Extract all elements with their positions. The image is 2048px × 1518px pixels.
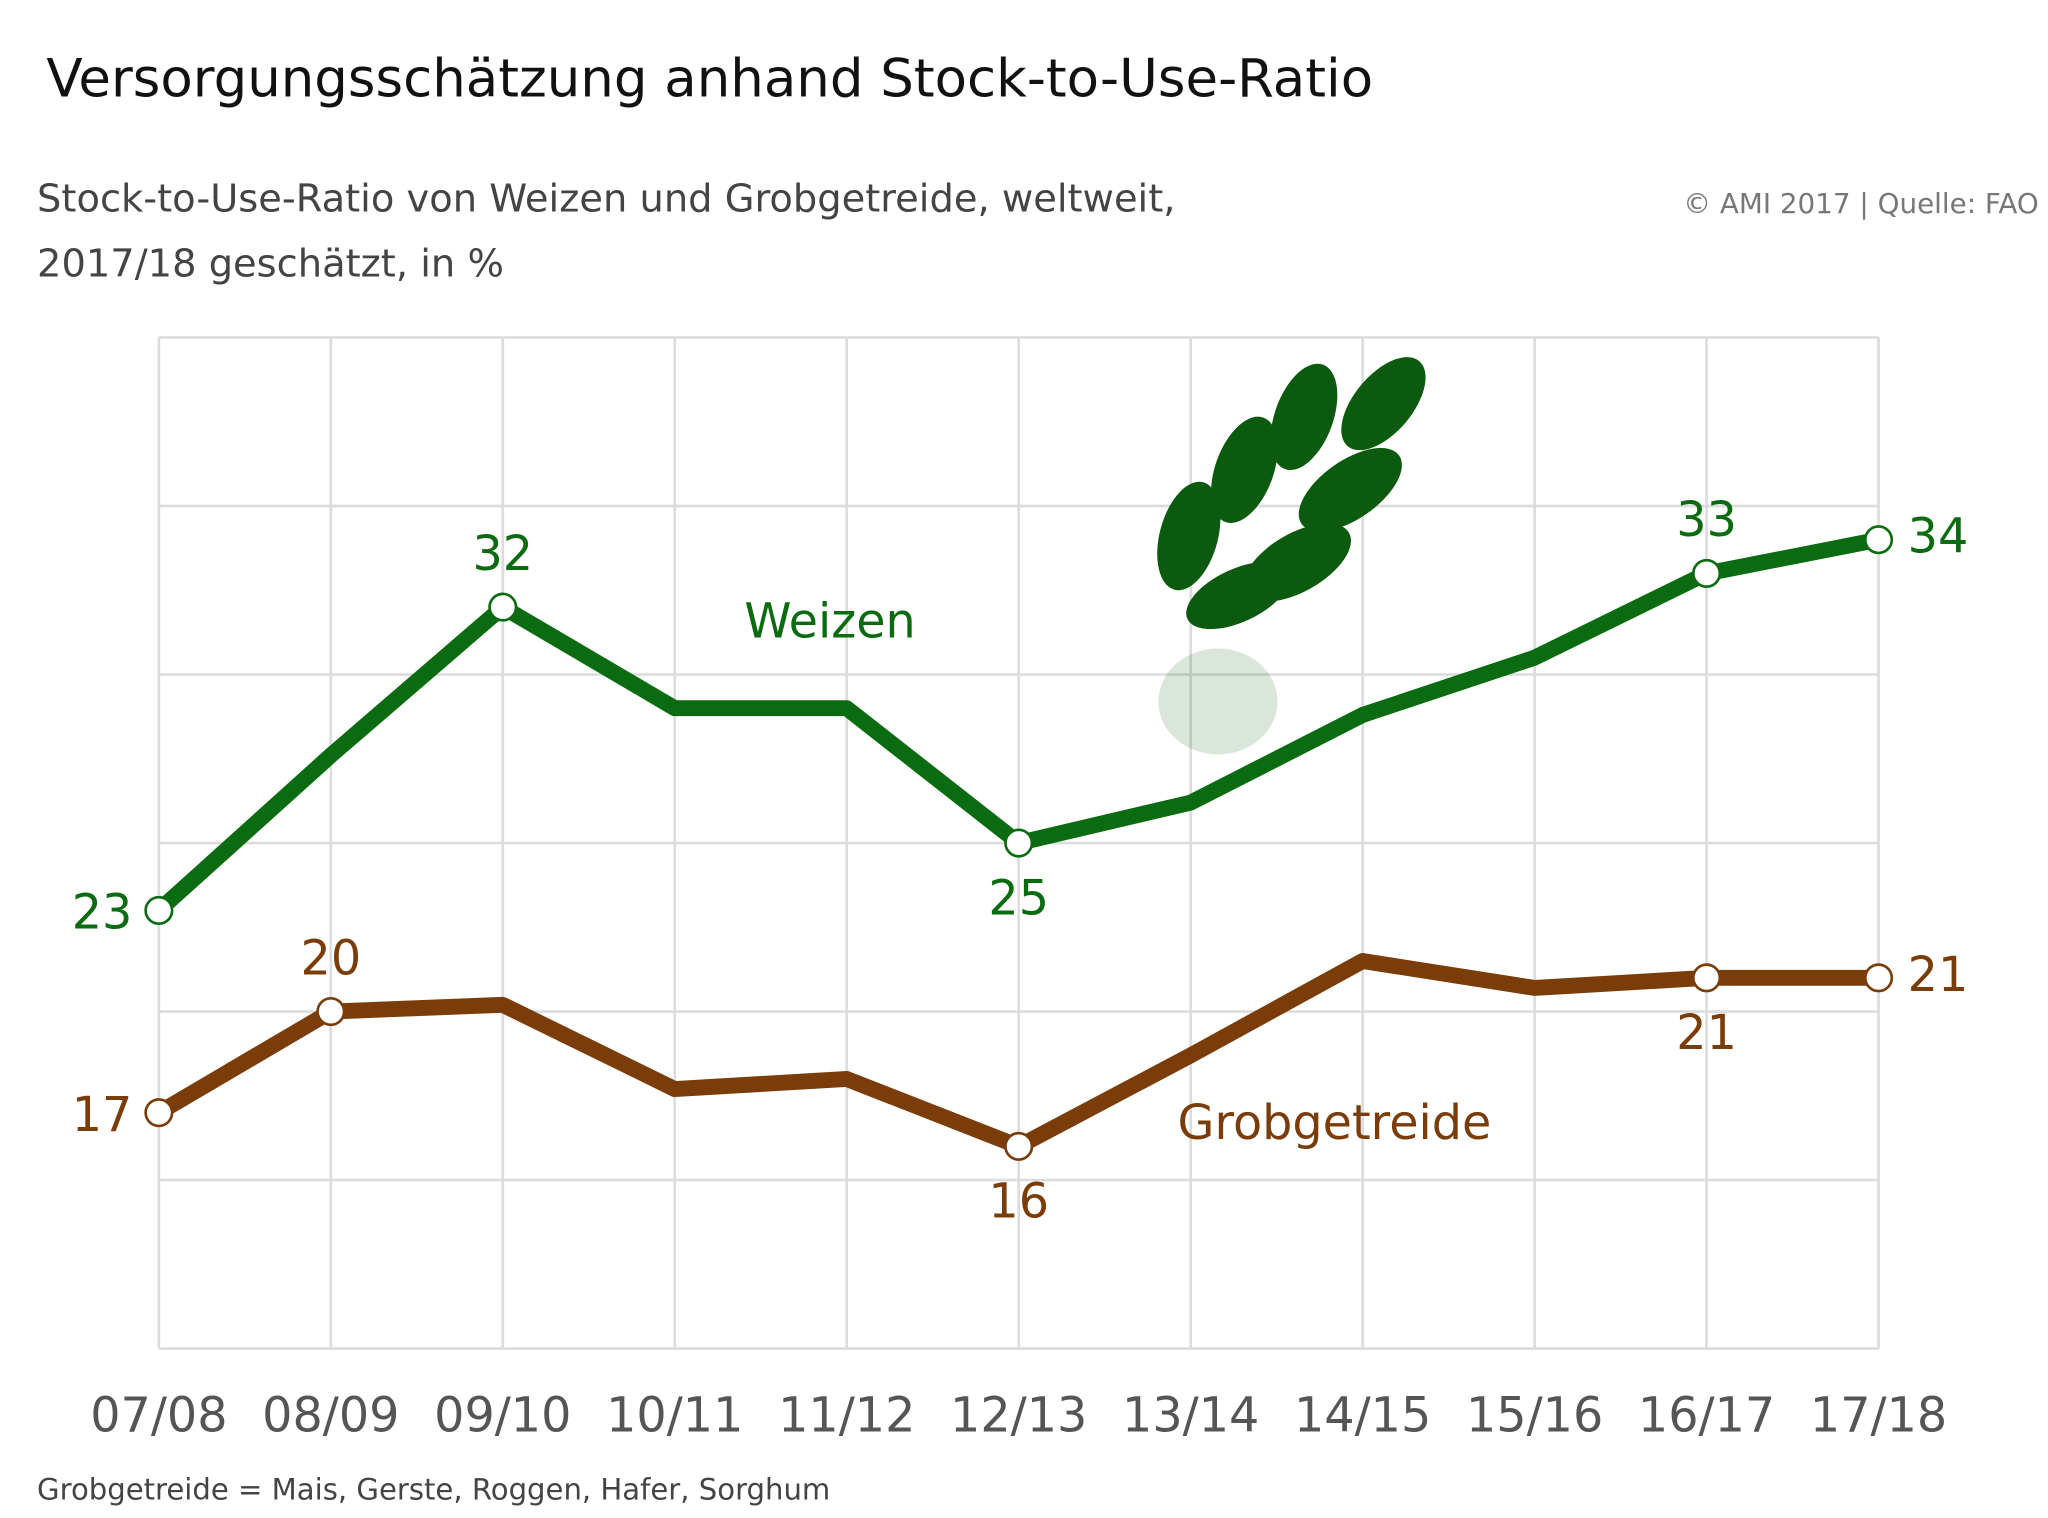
x-tick-label: 13/14 — [1122, 1389, 1259, 1444]
data-label: 20 — [301, 931, 362, 986]
footnote: Grobgetreide = Mais, Gerste, Roggen, Haf… — [37, 1473, 830, 1507]
data-label: 34 — [1908, 510, 1969, 565]
data-point — [1004, 828, 1034, 858]
x-tick-label: 12/13 — [950, 1389, 1087, 1444]
data-label: 21 — [1676, 1006, 1737, 1061]
data-point — [144, 1098, 174, 1128]
data-point — [1863, 525, 1894, 555]
data-label: 17 — [72, 1088, 133, 1143]
chart-subtitle: Stock-to-Use-Ratio von Weizen und Grobge… — [37, 177, 1175, 222]
x-tick-label: 16/17 — [1638, 1389, 1775, 1444]
x-tick-label: 08/09 — [262, 1389, 399, 1444]
series-name: Weizen — [744, 595, 915, 650]
series-name: Grobgetreide — [1178, 1096, 1492, 1151]
data-label: 21 — [1908, 948, 1969, 1003]
data-label: 25 — [988, 871, 1049, 926]
x-tick-label: 14/15 — [1294, 1389, 1431, 1444]
data-label: 32 — [472, 527, 533, 582]
data-point — [144, 895, 174, 926]
data-label: 16 — [988, 1175, 1049, 1230]
wheat-icon — [1157, 357, 1426, 755]
x-tick-label: 09/10 — [434, 1389, 571, 1444]
x-tick-label: 17/18 — [1810, 1389, 1947, 1444]
data-point — [1692, 963, 1722, 993]
data-point — [488, 592, 518, 622]
x-tick-label: 10/11 — [606, 1389, 743, 1444]
data-point — [316, 997, 346, 1027]
data-point — [1004, 1131, 1034, 1161]
chart-subtitle: 2017/18 geschätzt, in % — [37, 242, 504, 287]
source: © AMI 2017 | Quelle: FAO — [1683, 187, 2038, 220]
data-point — [1692, 558, 1722, 588]
x-tick-label: 15/16 — [1466, 1389, 1603, 1444]
plot: 07/08 08/09 09/10 10/11 11/12 12/13 13/14 14/15… — [72, 493, 1969, 1444]
data-label: 23 — [72, 886, 133, 941]
chart-title: Versorgungsschätzung anhand Stock-to-Use… — [46, 49, 1373, 110]
data-point — [1863, 963, 1894, 993]
x-tick-label: 07/08 — [90, 1389, 227, 1444]
x-tick-label: 11/12 — [778, 1389, 915, 1444]
data-label: 33 — [1676, 493, 1737, 548]
